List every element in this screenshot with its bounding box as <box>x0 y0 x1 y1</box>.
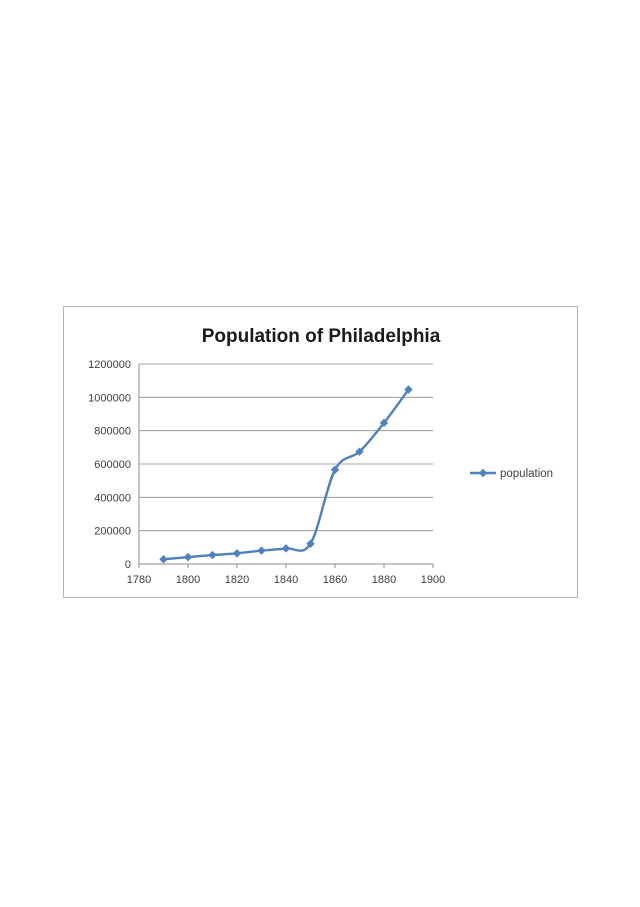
data-point <box>379 418 389 428</box>
data-point <box>355 447 364 456</box>
x-tick-label: 1780 <box>127 574 151 586</box>
data-point <box>159 555 168 564</box>
legend: population <box>470 468 553 480</box>
y-tick-label: 400000 <box>94 492 131 504</box>
y-tick-label: 1000000 <box>88 392 131 404</box>
data-point <box>183 552 193 562</box>
data-point <box>404 385 413 394</box>
data-point <box>306 539 315 548</box>
y-tick-label: 800000 <box>94 426 131 438</box>
y-tick-label: 0 <box>125 559 131 571</box>
x-tick-label: 1880 <box>372 574 396 586</box>
data-point <box>281 544 291 553</box>
chart-title: Population of Philadelphia <box>202 326 441 347</box>
data-point <box>232 549 242 558</box>
data-point <box>330 465 340 474</box>
x-tick-label: 1860 <box>323 574 347 586</box>
data-point <box>257 546 266 555</box>
y-tick-label: 1200000 <box>88 359 131 371</box>
series-population <box>159 385 413 564</box>
x-tick-label: 1800 <box>176 574 200 586</box>
data-point <box>208 550 217 560</box>
x-tick-labels: 1780 1800 1820 1840 1860 1880 1900 <box>127 574 445 586</box>
chart-frame: Population of Philadelphia 0 200000 400000… <box>63 306 578 598</box>
y-tick-label: 600000 <box>94 459 131 471</box>
line-chart: Population of Philadelphia 0 200000 400000… <box>88 326 553 586</box>
series-line-population <box>162 388 410 561</box>
axes <box>138 364 434 568</box>
legend-marker <box>478 468 488 478</box>
y-tick-labels: 0 200000 400000 600000 800000 1000000 1200000 <box>88 359 131 571</box>
legend-label-population: population <box>500 468 553 480</box>
x-tick-label: 1900 <box>421 574 445 586</box>
x-tick-label: 1840 <box>274 574 298 586</box>
gridlines <box>139 363 433 532</box>
x-tick-label: 1820 <box>225 574 249 586</box>
y-tick-label: 200000 <box>94 526 131 538</box>
